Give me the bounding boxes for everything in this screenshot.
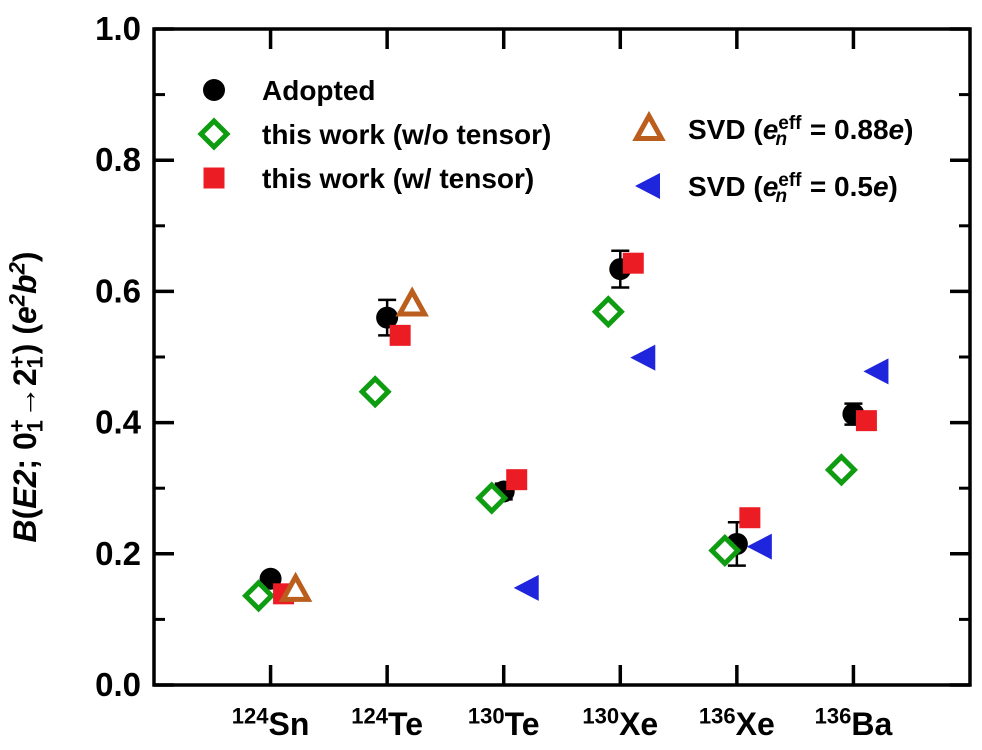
marker-filled-square-130Xe xyxy=(622,252,644,274)
marker-open-triangle-up-124Te xyxy=(395,286,429,317)
x-category-label-124Te: 124Te xyxy=(351,704,423,743)
x-category-label-130Xe: 130Xe xyxy=(582,704,658,743)
y-tick-label-0.8: 0.8 xyxy=(95,141,141,178)
marker-filled-triangle-left-136Ba xyxy=(863,358,889,385)
y-tick-label-0.4: 0.4 xyxy=(95,404,142,441)
y-axis-label: B(E2; 0+1→2+1) (e2b2) xyxy=(5,252,48,543)
y-tick-label-1.0: 1.0 xyxy=(95,10,141,47)
legend-label-1: this work (w/o tensor) xyxy=(262,119,551,150)
marker-filled-triangle-left-136Xe xyxy=(746,533,772,560)
legend-marker-filled-square xyxy=(203,167,225,189)
marker-open-diamond-136Xe xyxy=(708,533,742,568)
marker-filled-square-136Ba xyxy=(855,410,877,432)
marker-open-diamond-124Sn xyxy=(242,579,276,613)
marker-open-diamond-130Te xyxy=(475,481,509,515)
x-category-label-136Xe: 136Xe xyxy=(699,704,775,743)
marker-filled-triangle-left-130Te xyxy=(513,574,539,601)
marker-open-diamond-124Te xyxy=(358,375,392,409)
legend-marker-open-triangle-up xyxy=(632,110,666,141)
marker-open-diamond-130Xe xyxy=(591,295,625,329)
legend-label-3: SVD (eeff n = 0.88e) xyxy=(688,113,913,150)
legend-label-0: Adopted xyxy=(262,75,376,106)
legend-label-2: this work (w/ tensor) xyxy=(262,163,534,194)
legend-marker-open-diamond xyxy=(197,117,231,151)
marker-filled-square-136Xe xyxy=(739,507,761,529)
marker-filled-square-130Te xyxy=(506,469,528,491)
legend-label-4: SVD (eeff n = 0.5e) xyxy=(688,170,898,207)
x-category-label-124Sn: 124Sn xyxy=(232,704,310,743)
marker-open-diamond-136Ba xyxy=(824,453,858,487)
y-tick-label-0.2: 0.2 xyxy=(95,535,141,572)
x-category-label-130Te: 130Te xyxy=(468,704,540,743)
x-category-label-136Ba: 136Ba xyxy=(815,704,893,743)
legend-marker-filled-triangle-left xyxy=(635,173,660,199)
y-tick-label-0.6: 0.6 xyxy=(95,272,141,309)
marker-filled-triangle-left-130Xe xyxy=(630,344,656,371)
marker-open-triangle-up-124Sn xyxy=(278,571,313,602)
y-tick-label-0.0: 0.0 xyxy=(95,666,141,703)
marker-filled-circle-124Te xyxy=(376,306,399,329)
legend-marker-filled-circle xyxy=(203,79,225,101)
marker-filled-square-124Te xyxy=(389,324,411,346)
